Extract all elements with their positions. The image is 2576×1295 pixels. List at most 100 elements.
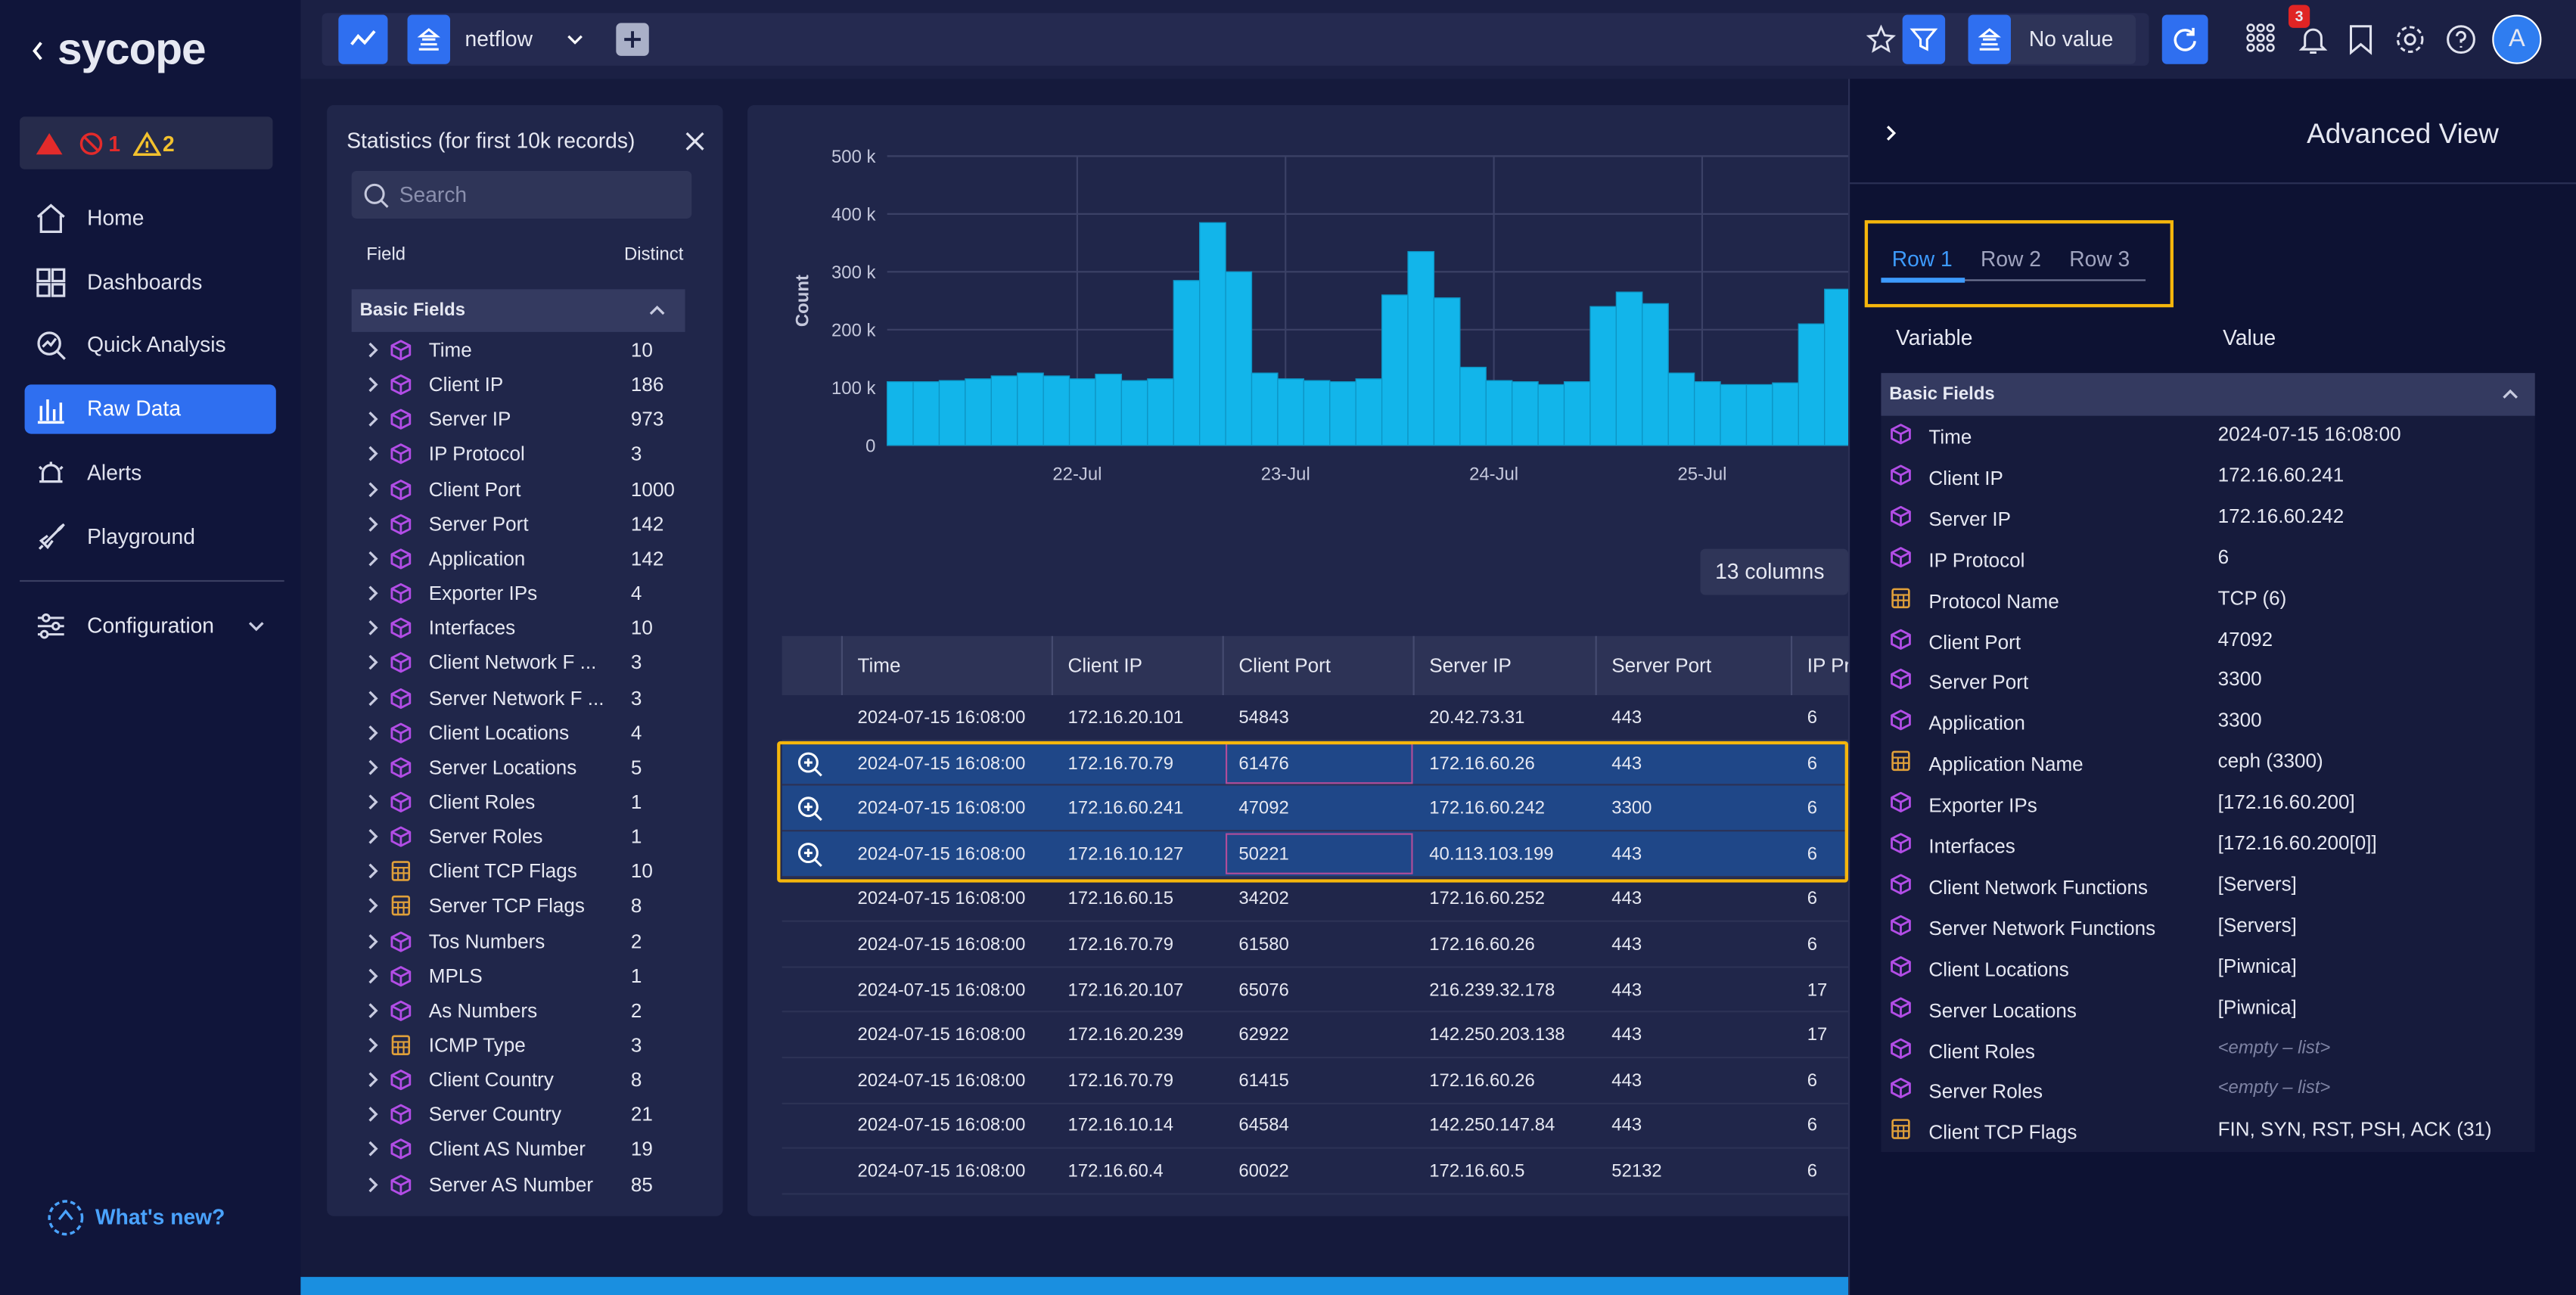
field-name[interactable]: Tos Numbers — [428, 929, 545, 953]
field-name[interactable]: Application — [428, 547, 526, 570]
nav-label[interactable]: Configuration — [87, 613, 215, 638]
table-row[interactable] — [782, 877, 1849, 923]
bookmark[interactable] — [2346, 23, 2376, 55]
table-row[interactable] — [782, 786, 1849, 832]
field-name[interactable]: Client Port — [428, 477, 521, 501]
source-dropdown[interactable] — [565, 30, 585, 49]
whats-new-link[interactable]: What's new? — [95, 1204, 225, 1230]
nav-label[interactable]: Raw Data — [87, 396, 182, 421]
expand-chevron[interactable] — [363, 340, 383, 360]
field-name[interactable]: ICMP Type — [428, 1033, 526, 1057]
avatar[interactable] — [2492, 14, 2542, 64]
row-tab[interactable]: Row 3 — [2069, 246, 2130, 272]
section-header[interactable] — [1881, 373, 2535, 416]
field-name[interactable]: Server TCP Flags — [428, 894, 585, 918]
field-name[interactable]: Client TCP Flags — [428, 859, 577, 884]
nav-label[interactable]: Dashboards — [87, 269, 203, 294]
expand-chevron[interactable] — [363, 618, 383, 638]
field-name[interactable]: MPLS — [428, 964, 483, 988]
expand-chevron[interactable] — [363, 966, 383, 986]
table-row[interactable] — [782, 922, 1849, 968]
field-name[interactable]: Exporter IPs — [428, 582, 538, 605]
filter-value[interactable]: No value — [2028, 26, 2114, 51]
expand-chevron[interactable] — [363, 410, 383, 430]
expand-chevron[interactable] — [363, 445, 383, 464]
section-header[interactable] — [351, 289, 685, 332]
expand-chevron[interactable] — [363, 862, 383, 881]
field-name[interactable]: IP Protocol — [428, 443, 525, 466]
refresh-button[interactable] — [2161, 14, 2208, 64]
expand-chevron[interactable] — [363, 1140, 383, 1160]
field-name[interactable]: Time — [428, 338, 472, 362]
search-input[interactable] — [351, 170, 692, 219]
expand-chevron[interactable] — [363, 931, 383, 951]
row-tab[interactable]: Row 1 — [1891, 246, 1953, 272]
expand-chevron[interactable] — [363, 1175, 383, 1194]
expand-chevron[interactable] — [363, 896, 383, 916]
row-zoom[interactable] — [797, 841, 823, 868]
expand-chevron[interactable] — [363, 514, 383, 533]
settings[interactable] — [2394, 23, 2426, 55]
table-row[interactable] — [782, 741, 1849, 787]
field-name[interactable]: Interfaces — [428, 616, 516, 640]
table-row[interactable] — [782, 695, 1849, 741]
expand-chevron[interactable] — [363, 757, 383, 777]
row-tab[interactable]: Row 2 — [1980, 246, 2042, 272]
table-row[interactable] — [782, 1104, 1849, 1150]
columns-button[interactable] — [1700, 548, 1849, 595]
table-row[interactable] — [782, 1058, 1849, 1104]
field-name[interactable]: Client Locations — [428, 720, 570, 744]
apps-menu[interactable] — [2246, 23, 2279, 55]
help[interactable] — [2444, 23, 2477, 55]
nav-label[interactable]: Quick Analysis — [87, 331, 226, 357]
field-name[interactable]: Client IP — [428, 373, 504, 396]
field-name[interactable]: Server IP — [428, 408, 511, 431]
expand-chevron[interactable] — [363, 375, 383, 395]
expand-chevron[interactable] — [363, 688, 383, 707]
field-name[interactable]: Server Network F ... — [428, 686, 604, 710]
notifications[interactable] — [2297, 23, 2329, 55]
filter-button[interactable] — [1902, 14, 1946, 64]
table-row[interactable] — [782, 1149, 1849, 1194]
column-header[interactable]: Server Port — [1611, 654, 1712, 678]
expand-chevron[interactable] — [363, 480, 383, 499]
nav-label[interactable]: Alerts — [87, 460, 142, 485]
table-row[interactable] — [782, 1013, 1849, 1059]
expand-chevron[interactable] — [363, 792, 383, 812]
field-name[interactable]: Server Country — [428, 1103, 562, 1126]
field-name[interactable]: Server Port — [428, 512, 529, 536]
expand-chevron[interactable] — [363, 722, 383, 742]
nav-item[interactable] — [24, 384, 276, 434]
nav-label[interactable]: Home — [87, 205, 144, 231]
field-name[interactable]: As Numbers — [428, 998, 538, 1023]
expand-chevron[interactable] — [363, 548, 383, 568]
field-name[interactable]: Server AS Number — [428, 1172, 594, 1196]
column-header[interactable]: Client Port — [1238, 654, 1332, 678]
column-header[interactable]: Client IP — [1067, 654, 1143, 678]
expand-chevron[interactable] — [363, 1001, 383, 1020]
source-name[interactable]: netflow — [465, 26, 533, 51]
field-name[interactable]: Server Locations — [428, 755, 577, 779]
field-name[interactable]: Client Network F ... — [428, 651, 597, 675]
expand-chevron[interactable] — [363, 1105, 383, 1125]
nav-label[interactable]: Playground — [87, 524, 195, 549]
expand-chevron[interactable] — [363, 1036, 383, 1055]
expand-chevron[interactable] — [363, 827, 383, 846]
favorite-star[interactable] — [1866, 24, 1896, 54]
field-name[interactable]: Client Roles — [428, 790, 536, 814]
table-row[interactable] — [782, 831, 1849, 877]
close-panel[interactable] — [683, 130, 706, 153]
collapse-panel[interactable] — [1881, 123, 1900, 143]
field-name[interactable]: Client AS Number — [428, 1138, 586, 1161]
row-zoom[interactable] — [797, 750, 823, 777]
expand-chevron[interactable] — [363, 583, 383, 603]
row-zoom[interactable] — [797, 796, 823, 822]
field-name[interactable]: Server Roles — [428, 825, 543, 849]
expand-chevron[interactable] — [363, 653, 383, 672]
column-header[interactable]: Server IP — [1429, 654, 1512, 678]
expand-chevron[interactable] — [363, 1070, 383, 1090]
table-row[interactable] — [782, 967, 1849, 1014]
column-header[interactable]: IP Pr — [1807, 654, 1851, 678]
field-name[interactable]: Client Country — [428, 1068, 554, 1092]
column-header[interactable]: Time — [857, 654, 901, 678]
